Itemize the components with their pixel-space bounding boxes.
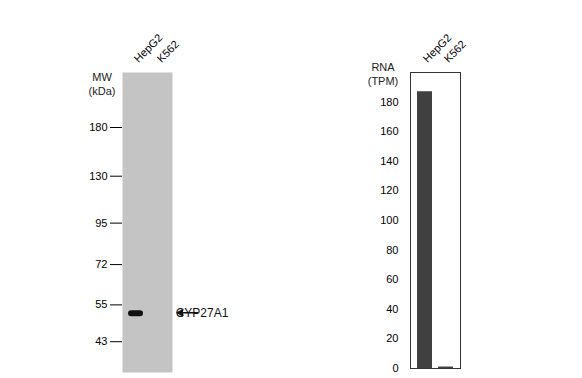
svg-text:80: 80 (386, 244, 398, 256)
svg-text:95: 95 (95, 217, 107, 229)
svg-text:40: 40 (386, 303, 398, 315)
svg-text:HepG2: HepG2 (131, 31, 165, 65)
svg-text:0: 0 (392, 362, 398, 374)
svg-text:130: 130 (89, 170, 107, 182)
svg-text:K562: K562 (154, 38, 181, 65)
html-text:RNA (TPM): RNA (TPM) (367, 61, 399, 87)
svg-text:140: 140 (380, 155, 398, 167)
svg-text:43: 43 (95, 335, 107, 347)
svg-text:CYP27A1: CYP27A1 (176, 306, 229, 320)
svg-text:72: 72 (95, 258, 107, 270)
svg-text:160: 160 (380, 125, 398, 137)
svg-text:120: 120 (380, 184, 398, 196)
svg-text:180: 180 (380, 96, 398, 108)
svg-text:100: 100 (380, 214, 398, 226)
svg-text:60: 60 (386, 273, 398, 285)
svg-text:20: 20 (386, 332, 398, 344)
svg-text:180: 180 (89, 121, 107, 133)
svg-text:K562: K562 (441, 38, 468, 65)
html-text:MW (kDa): MW (kDa) (88, 71, 116, 97)
svg-text:HepG2: HepG2 (420, 31, 454, 65)
svg-text:55: 55 (95, 298, 107, 310)
